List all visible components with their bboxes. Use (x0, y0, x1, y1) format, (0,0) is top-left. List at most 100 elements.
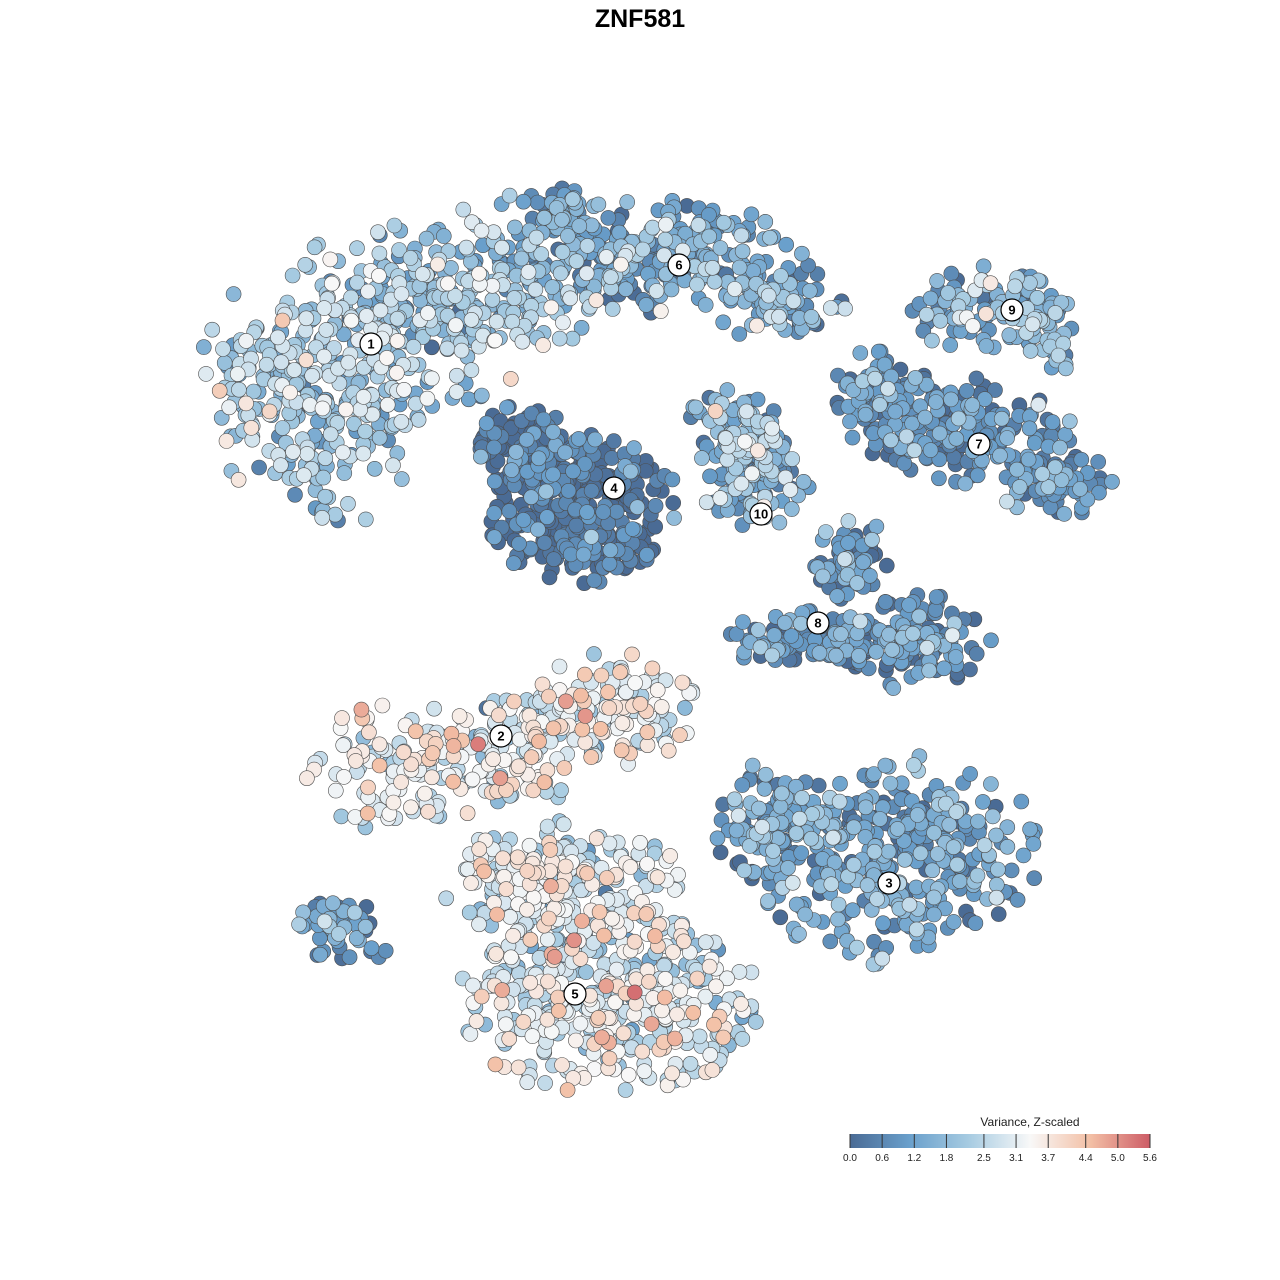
data-point (579, 504, 595, 520)
data-point (572, 1015, 589, 1032)
data-point (978, 338, 995, 354)
data-point (347, 753, 364, 769)
data-point (601, 1050, 618, 1067)
data-point (499, 399, 515, 416)
data-point (600, 684, 616, 700)
data-point (419, 390, 436, 407)
data-point (940, 285, 956, 301)
cluster-label-text: 1 (367, 337, 374, 352)
data-point (658, 216, 674, 233)
colorbar-gradient (850, 1134, 1150, 1148)
data-point (874, 950, 891, 967)
data-point (948, 430, 965, 447)
colorbar-tick-label: 1.2 (907, 1153, 921, 1164)
data-point (877, 757, 894, 774)
data-point (719, 451, 736, 468)
data-point (424, 769, 440, 786)
data-point (372, 302, 389, 319)
data-point (586, 572, 603, 589)
data-point (884, 641, 901, 658)
data-point (587, 431, 603, 448)
data-point (274, 312, 291, 329)
data-point (325, 895, 341, 912)
data-point (852, 345, 869, 361)
data-point (810, 777, 827, 794)
data-point (416, 785, 433, 802)
data-point (555, 816, 572, 833)
data-point (857, 829, 874, 845)
data-point (617, 281, 634, 298)
data-point (473, 222, 490, 239)
data-point (507, 219, 523, 236)
data-point (901, 896, 918, 913)
data-point (736, 433, 753, 450)
data-point (760, 893, 776, 909)
data-point (662, 848, 678, 864)
data-point (405, 338, 422, 355)
data-point (218, 433, 235, 449)
data-point (712, 490, 729, 506)
data-point (1026, 435, 1043, 451)
data-point (778, 236, 795, 253)
data-point (588, 292, 605, 309)
data-point (371, 429, 388, 446)
data-point (379, 350, 395, 366)
data-point (1073, 451, 1090, 468)
data-point (1009, 461, 1025, 478)
data-point (912, 845, 929, 862)
data-point (599, 870, 615, 886)
data-point (225, 286, 242, 302)
data-point (901, 597, 917, 613)
data-point (551, 658, 568, 675)
data-point (951, 873, 968, 890)
data-point (756, 780, 773, 797)
data-point (764, 647, 780, 664)
data-point (638, 906, 655, 922)
data-point (647, 497, 664, 514)
data-point (423, 339, 440, 356)
data-point (654, 1002, 670, 1019)
data-point (1020, 451, 1037, 468)
data-point (660, 742, 677, 759)
data-point (782, 482, 799, 498)
data-point (230, 471, 247, 488)
data-point (374, 697, 391, 714)
data-point (215, 341, 231, 357)
data-point (486, 439, 502, 456)
data-point (366, 460, 383, 477)
data-point (385, 457, 401, 474)
data-point (932, 312, 949, 329)
data-point (463, 362, 480, 378)
points-layer (196, 180, 1120, 1098)
data-point (885, 680, 902, 696)
data-point (776, 614, 793, 631)
data-point (510, 758, 527, 775)
data-point (840, 535, 856, 551)
data-point (942, 337, 959, 353)
data-point (445, 773, 462, 790)
data-point (501, 187, 518, 204)
cluster-label-1: 1 (359, 332, 383, 356)
data-point (274, 420, 291, 436)
data-point (540, 973, 556, 990)
data-point (726, 281, 743, 297)
data-point (538, 483, 554, 500)
data-point (472, 448, 489, 465)
data-point (604, 301, 621, 317)
data-point (578, 964, 594, 980)
data-point (871, 397, 888, 413)
data-point (793, 845, 810, 861)
data-point (766, 627, 783, 644)
data-point (868, 643, 884, 660)
data-point (353, 701, 370, 718)
data-point (448, 367, 465, 384)
data-point (418, 230, 435, 247)
data-point (558, 693, 574, 710)
data-point (657, 231, 674, 248)
data-point (577, 708, 594, 724)
data-point (553, 782, 569, 799)
data-point (498, 1016, 514, 1033)
data-point (503, 949, 519, 966)
data-point (545, 551, 562, 568)
data-point (612, 664, 628, 681)
